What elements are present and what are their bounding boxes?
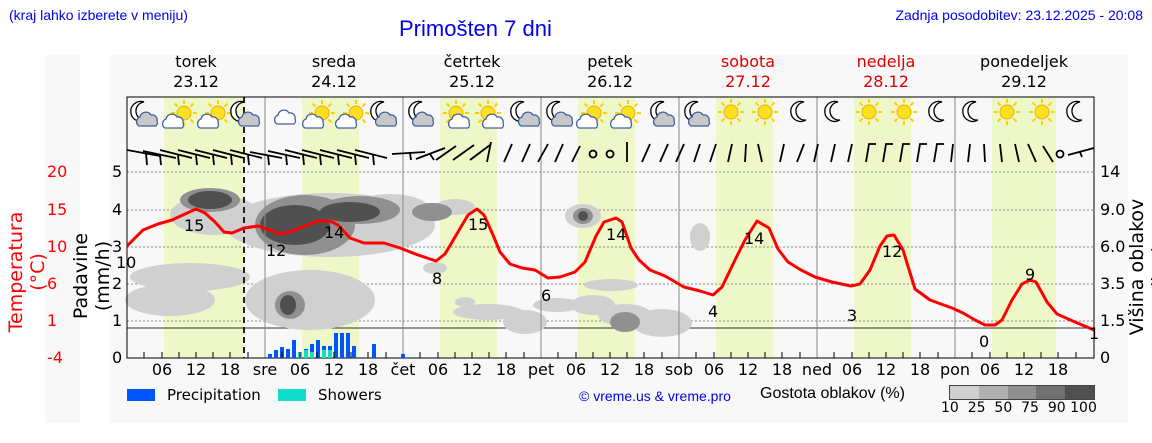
svg-text:4: 4 (708, 302, 718, 321)
cloud-density-title: Gostota oblakov (%) (760, 385, 905, 402)
cloud-density-labels: 10 25 50 75 90 100 (941, 400, 1097, 416)
x-tick-label: pon (939, 360, 971, 379)
svg-text:15: 15 (468, 215, 488, 234)
x-tick-label: pet (527, 360, 555, 379)
day-header-sobota: sobota 27.12 (720, 52, 776, 91)
svg-text:14: 14 (744, 229, 764, 248)
day-header-nedelja: nedelja 28.12 (856, 52, 916, 91)
temperature-line (125, 207, 1095, 332)
precip-tick: 5 (112, 162, 123, 181)
day-header-cetrtek: četrtek 25.12 (443, 52, 501, 91)
precipitation-swatch (127, 389, 155, 401)
x-tick-label: 18 (771, 360, 793, 379)
cloud-tick: 0 (1100, 348, 1111, 367)
precip-tick: 2 (112, 274, 123, 293)
cloud-tick: 14 (1100, 162, 1121, 181)
precip-tick: 0 (112, 348, 123, 367)
temp-tick: -4 (47, 348, 63, 367)
precip-tick: 4 (112, 200, 123, 219)
svg-text:10: 10 (116, 253, 136, 272)
page-title: Primošten 7 dni (399, 16, 552, 41)
precipitation-axis-title: Padavine (mm/h) (70, 232, 114, 320)
x-tick-label: sob (664, 360, 694, 379)
cloud-tick: 3.5 (1100, 274, 1126, 293)
temp-tick: 6 (47, 274, 58, 293)
svg-text:12: 12 (882, 242, 902, 261)
x-tick-label: 06 (427, 360, 449, 379)
location-menu-hint: (kraj lahko izberete v meniju) (9, 7, 188, 23)
temp-tick: 1 (47, 311, 58, 330)
showers-swatch (278, 389, 306, 401)
x-tick-label: 12 (185, 360, 207, 379)
x-tick-label: ned (801, 360, 833, 379)
temperature-axis-panel (45, 55, 80, 423)
x-tick-label: 06 (979, 360, 1001, 379)
svg-text:9: 9 (1025, 265, 1035, 284)
x-tick-label: 12 (461, 360, 483, 379)
last-update: Zadnja posodobitev: 23.12.2025 - 20:08 (895, 7, 1143, 23)
x-tick-label: 18 (495, 360, 517, 379)
x-tick-label: 06 (151, 360, 173, 379)
temp-tick: 10 (47, 237, 68, 256)
x-tick-label: 06 (289, 360, 311, 379)
cloud-tick: 6.0 (1100, 237, 1126, 256)
x-tick-label: 12 (737, 360, 759, 379)
svg-text:14: 14 (606, 225, 626, 244)
copyright-link[interactable]: © vreme.us & vreme.pro (579, 388, 731, 404)
svg-text:6: 6 (541, 286, 551, 305)
x-tick-label: 12 (323, 360, 345, 379)
x-tick-label: 18 (909, 360, 931, 379)
precipitation-legend-label: Precipitation (167, 386, 261, 404)
x-tick-label: sre (252, 360, 278, 379)
cloud-density-scale (949, 385, 1095, 400)
wind-barbs (126, 141, 1095, 166)
svg-text:12: 12 (266, 241, 286, 260)
cloud-density (125, 188, 710, 337)
x-tick-label: 06 (565, 360, 587, 379)
svg-text:15: 15 (184, 216, 204, 235)
x-tick-label: 18 (357, 360, 379, 379)
temperature-axis-title: Temperatura (°C) (5, 211, 49, 333)
temp-tick: 15 (47, 200, 68, 219)
x-tick-label: 12 (599, 360, 621, 379)
precip-tick: 3 (112, 237, 123, 256)
svg-text:14: 14 (324, 223, 344, 242)
x-tick-label: 12 (875, 360, 897, 379)
x-tick-label: 18 (633, 360, 655, 379)
showers-legend-label: Showers (318, 386, 382, 404)
legend-precipitation: Precipitation (127, 386, 261, 404)
svg-text:1: 1 (1089, 324, 1099, 343)
cloud-tick: 9.0 (1100, 200, 1126, 219)
temp-tick: 20 (47, 162, 68, 181)
x-tick-label: 06 (841, 360, 863, 379)
x-tick-label: čet (390, 360, 416, 379)
cloud-tick: 1.5 (1100, 311, 1126, 330)
x-tick-label: 18 (1047, 360, 1069, 379)
cloud-height-axis-title: Višina oblakov (km) (1126, 198, 1152, 336)
x-tick-label: 12 (1013, 360, 1035, 379)
precip-tick: 1 (112, 311, 123, 330)
svg-text:3: 3 (847, 306, 857, 325)
x-tick-label: 06 (703, 360, 725, 379)
svg-text:0: 0 (979, 332, 989, 351)
day-header-torek: torek 23.12 (173, 52, 219, 91)
day-header-petek: petek 26.12 (587, 52, 633, 91)
x-tick-label: 18 (219, 360, 241, 379)
day-header-ponedeljek: ponedeljek 29.12 (980, 52, 1068, 91)
svg-text:8: 8 (432, 269, 442, 288)
legend-showers: Showers (278, 386, 382, 404)
day-header-sreda: sreda 24.12 (311, 52, 357, 91)
precipitation-bars (268, 333, 405, 358)
